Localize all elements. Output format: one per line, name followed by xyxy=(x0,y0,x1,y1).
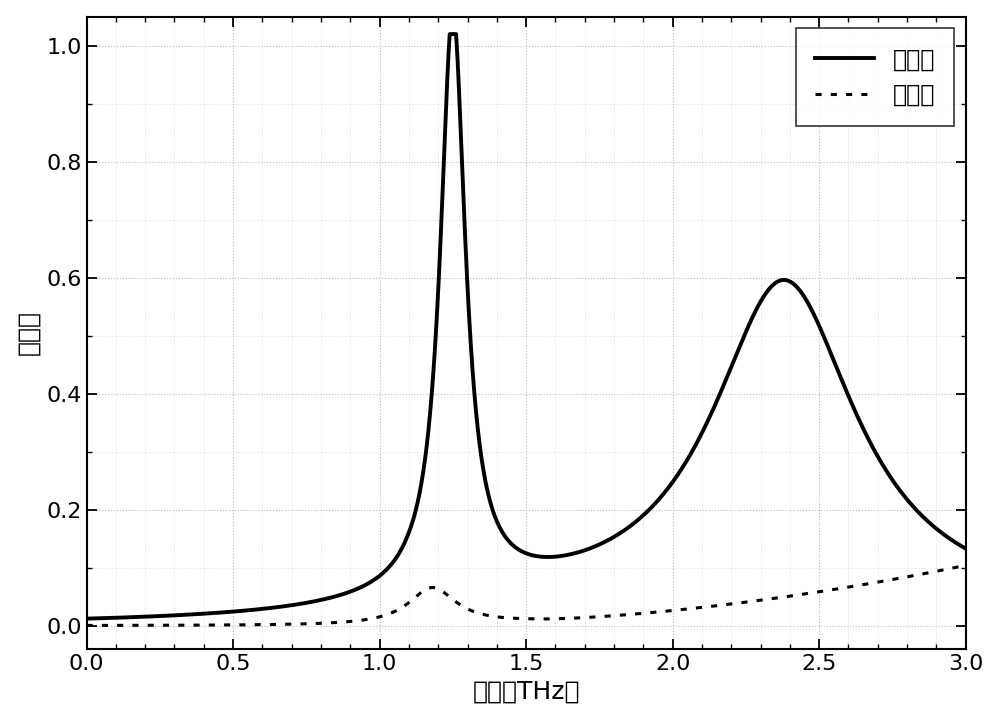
金属相 xyxy=(960,544,972,553)
绝缘相 xyxy=(652,608,664,616)
绝缘相 xyxy=(736,598,748,607)
Line: 绝缘相: 绝缘相 xyxy=(87,565,966,626)
金属相 xyxy=(81,614,93,623)
绝缘相 xyxy=(960,561,972,570)
X-axis label: 频率（THz）: 频率（THz） xyxy=(472,680,580,703)
金属相 xyxy=(652,495,664,504)
绝缘相 xyxy=(803,589,815,598)
金属相 xyxy=(737,335,749,343)
绝缘相 xyxy=(608,611,620,620)
金属相 xyxy=(416,472,428,481)
绝缘相 xyxy=(81,621,93,630)
金属相 xyxy=(803,302,815,310)
金属相 xyxy=(240,606,252,615)
金属相 xyxy=(444,30,456,38)
Line: 金属相: 金属相 xyxy=(87,34,966,618)
金属相 xyxy=(608,533,620,541)
Y-axis label: 吸收率: 吸收率 xyxy=(17,310,41,355)
绝缘相 xyxy=(416,588,428,596)
绝缘相 xyxy=(240,621,252,629)
Legend: 金属相, 绝缘相: 金属相, 绝缘相 xyxy=(796,29,954,126)
